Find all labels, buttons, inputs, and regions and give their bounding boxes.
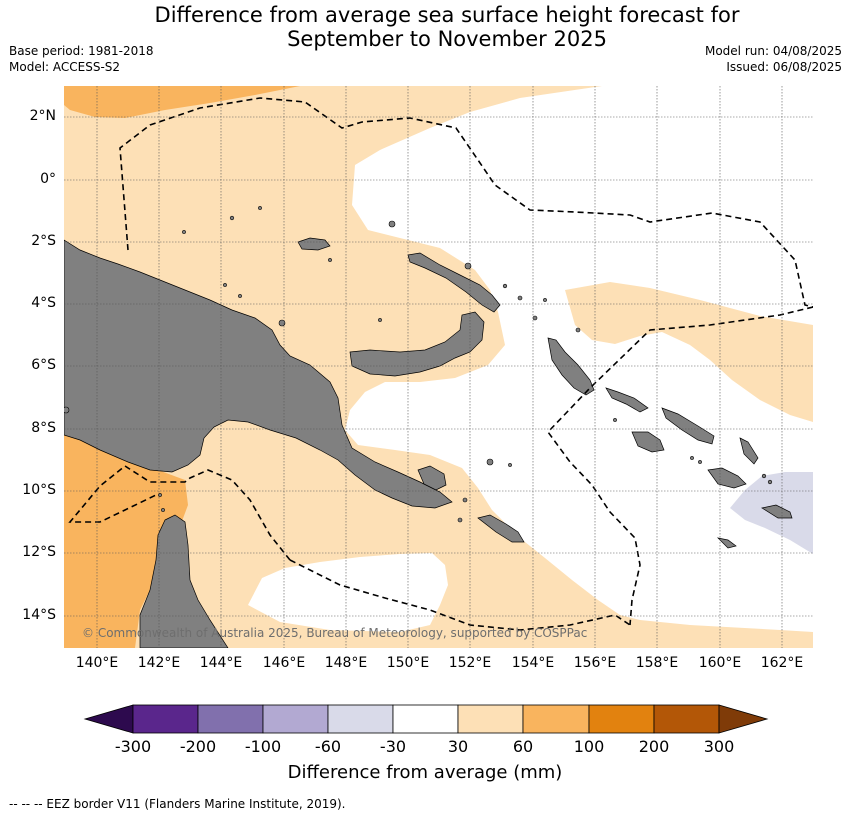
- colorbar-bin--30-30: [392, 704, 459, 734]
- colorbar-extend-low: [83, 704, 134, 734]
- land-guadalcanal: [631, 431, 665, 453]
- colorbar-tick: 100: [573, 737, 605, 756]
- map-title: Difference from average sea surface heig…: [0, 3, 850, 51]
- colorbar-tick: -300: [114, 737, 152, 756]
- land-new-britain: [349, 311, 485, 377]
- colorbar-tick: -30: [379, 737, 407, 756]
- small-islands: [64, 206, 773, 523]
- title-line-1: Difference from average sea surface heig…: [154, 3, 740, 27]
- lon-label-156e: 156°E: [573, 655, 617, 671]
- anomaly-30-60-region: [64, 86, 813, 648]
- colorbar-tick: 60: [512, 737, 534, 756]
- anomaly-30-60-east-patch: [565, 282, 813, 422]
- lat-label-0: 0°: [40, 171, 56, 187]
- land-santa-cruz: [761, 504, 793, 519]
- model-name: Model: ACCESS-S2: [9, 60, 121, 74]
- colorbar-tick: -100: [244, 737, 282, 756]
- colorbar-extend-high: [718, 704, 769, 734]
- land-new-ireland: [407, 252, 501, 313]
- lat-label-2n: 2°N: [29, 108, 56, 124]
- colorbar-tick: 30: [447, 737, 469, 756]
- lat-label-6s: 6°S: [31, 357, 56, 373]
- lon-label-154e: 154°E: [511, 655, 555, 671]
- lon-label-162e: 162°E: [760, 655, 804, 671]
- anomaly-60-100-north: [64, 86, 300, 118]
- model-run: Model run: 04/08/2025: [704, 44, 842, 58]
- colorbar-bin-30-60: [457, 704, 524, 734]
- lon-label-160e: 160°E: [698, 655, 742, 671]
- colorbar: [83, 704, 769, 734]
- eez-legend-note: -- -- -- EEZ border V11 (Flanders Marine…: [9, 797, 346, 811]
- colorbar-bin--300--200: [132, 704, 199, 734]
- lat-label-14s: 14°S: [22, 607, 56, 623]
- land-louisiade: [477, 514, 525, 543]
- colorbar-title: Difference from average (mm): [287, 762, 563, 783]
- anomaly-60-100-south: [64, 430, 188, 648]
- colorbar-tick: -200: [179, 737, 217, 756]
- graticule: [64, 86, 813, 648]
- meta-right: Model run: 04/08/2025 Issued: 06/08/2025: [705, 43, 842, 75]
- lon-label-158e: 158°E: [635, 655, 679, 671]
- lat-label-10s: 10°S: [22, 482, 56, 498]
- land-dentrecasteaux: [417, 465, 447, 491]
- colorbar-bin--100--60: [262, 704, 329, 734]
- land-manus: [297, 237, 331, 251]
- colorbar-bin-200-300: [653, 704, 720, 734]
- land-makira: [707, 467, 747, 489]
- meta-left: Base period: 1981-2018 Model: ACCESS-S2: [9, 43, 154, 75]
- colorbar-bin-60-100: [522, 704, 590, 734]
- land-rennell: [716, 537, 737, 549]
- lat-label-2s: 2°S: [31, 233, 56, 249]
- land-choiseul: [605, 387, 649, 413]
- lon-label-142e: 142°E: [137, 655, 181, 671]
- lon-label-148e: 148°E: [324, 655, 368, 671]
- land-bougainville: [547, 337, 595, 396]
- base-period: Base period: 1981-2018: [9, 44, 154, 58]
- colorbar-tick: 300: [703, 737, 735, 756]
- colorbar-bin-100-200: [588, 704, 655, 734]
- colorbar-bin--60--30: [327, 704, 394, 734]
- lon-label-150e: 150°E: [386, 655, 430, 671]
- land-new-guinea: [64, 239, 453, 509]
- colorbar-tick: 200: [638, 737, 670, 756]
- anomaly-30-60-inner-cut: [248, 553, 448, 632]
- lon-label-140e: 140°E: [75, 655, 119, 671]
- colorbar-tick: -60: [314, 737, 342, 756]
- colorbar-bin--200--100: [197, 704, 264, 734]
- title-line-2: September to November 2025: [287, 27, 607, 51]
- land-cape-york: [139, 514, 229, 648]
- eez-borders: [68, 97, 813, 631]
- lat-label-12s: 12°S: [22, 544, 56, 560]
- lat-label-4s: 4°S: [31, 295, 56, 311]
- issued-date: Issued: 06/08/2025: [726, 60, 842, 74]
- copyright-notice: © Commonwealth of Australia 2025, Bureau…: [82, 626, 588, 640]
- lon-label-152e: 152°E: [448, 655, 492, 671]
- lat-label-8s: 8°S: [31, 420, 56, 436]
- land-malaita: [739, 437, 759, 465]
- lon-label-146e: 146°E: [262, 655, 306, 671]
- lon-label-144e: 144°E: [199, 655, 243, 671]
- land-santa-isabel: [661, 407, 715, 445]
